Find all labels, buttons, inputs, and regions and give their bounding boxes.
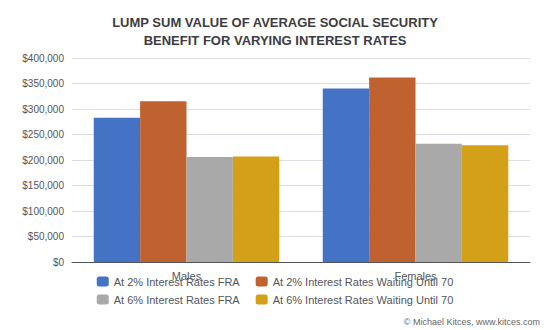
svg-text:© Michael Kitces, www.kitces.c: © Michael Kitces, www.kitces.com <box>404 317 540 327</box>
svg-text:$300,000: $300,000 <box>22 104 64 115</box>
svg-text:$150,000: $150,000 <box>22 180 64 191</box>
svg-text:$0: $0 <box>53 257 65 268</box>
svg-text:At 6% Interest Rates FRA: At 6% Interest Rates FRA <box>114 294 241 306</box>
svg-text:BENEFIT FOR VARYING INTEREST R: BENEFIT FOR VARYING INTEREST RATES <box>144 33 407 48</box>
svg-text:At 2% Interest Rates Waiting U: At 2% Interest Rates Waiting Until 70 <box>273 276 454 288</box>
svg-text:$400,000: $400,000 <box>22 53 64 64</box>
svg-text:$250,000: $250,000 <box>22 129 64 140</box>
svg-text:At 2% Interest Rates FRA: At 2% Interest Rates FRA <box>114 276 241 288</box>
svg-text:$50,000: $50,000 <box>28 231 65 242</box>
svg-text:$350,000: $350,000 <box>22 78 64 89</box>
svg-text:$100,000: $100,000 <box>22 206 64 217</box>
svg-text:$200,000: $200,000 <box>22 155 64 166</box>
svg-text:LUMP SUM VALUE OF AVERAGE SOCI: LUMP SUM VALUE OF AVERAGE SOCIAL SECURIT… <box>112 15 438 30</box>
svg-text:At 6% Interest Rates Waiting U: At 6% Interest Rates Waiting Until 70 <box>273 294 454 306</box>
